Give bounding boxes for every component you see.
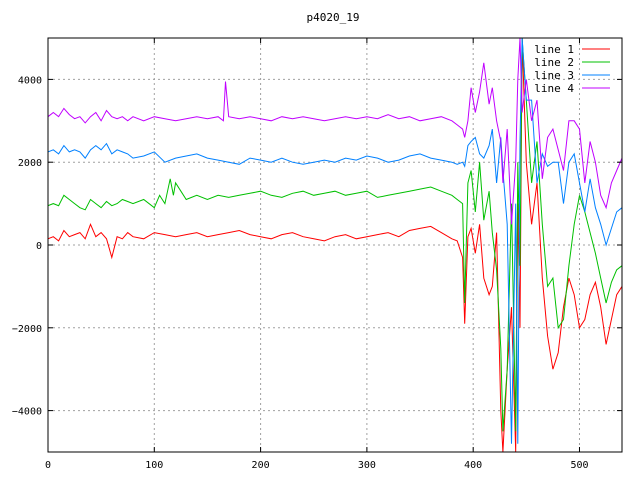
chart-title: p4020_19 [307,11,360,24]
x-tick-label: 500 [570,460,588,471]
legend-label: line 1 [534,43,574,56]
series-line-2 [48,38,622,432]
series-line-1 [48,38,622,452]
legend-label: line 3 [534,69,574,82]
legend-label: line 2 [534,56,574,69]
x-tick-label: 300 [358,460,376,471]
x-tick-label: 0 [45,460,51,471]
plot-series [48,38,622,452]
y-tick-label: 0 [36,241,42,252]
series-line-3 [48,38,622,444]
y-tick-label: −2000 [12,324,42,335]
y-tick-label: 4000 [18,75,42,86]
y-tick-label: −4000 [12,407,42,418]
x-tick-label: 200 [252,460,270,471]
x-tick-label: 100 [145,460,163,471]
x-tick-label: 400 [464,460,482,471]
y-tick-label: 2000 [18,158,42,169]
legend-label: line 4 [534,82,574,95]
series-line-4 [48,38,622,225]
axis-ticks: 0 100 200 300 400 500 −4000 −2000 0 2000 4000 [12,38,622,471]
grid [48,38,622,452]
